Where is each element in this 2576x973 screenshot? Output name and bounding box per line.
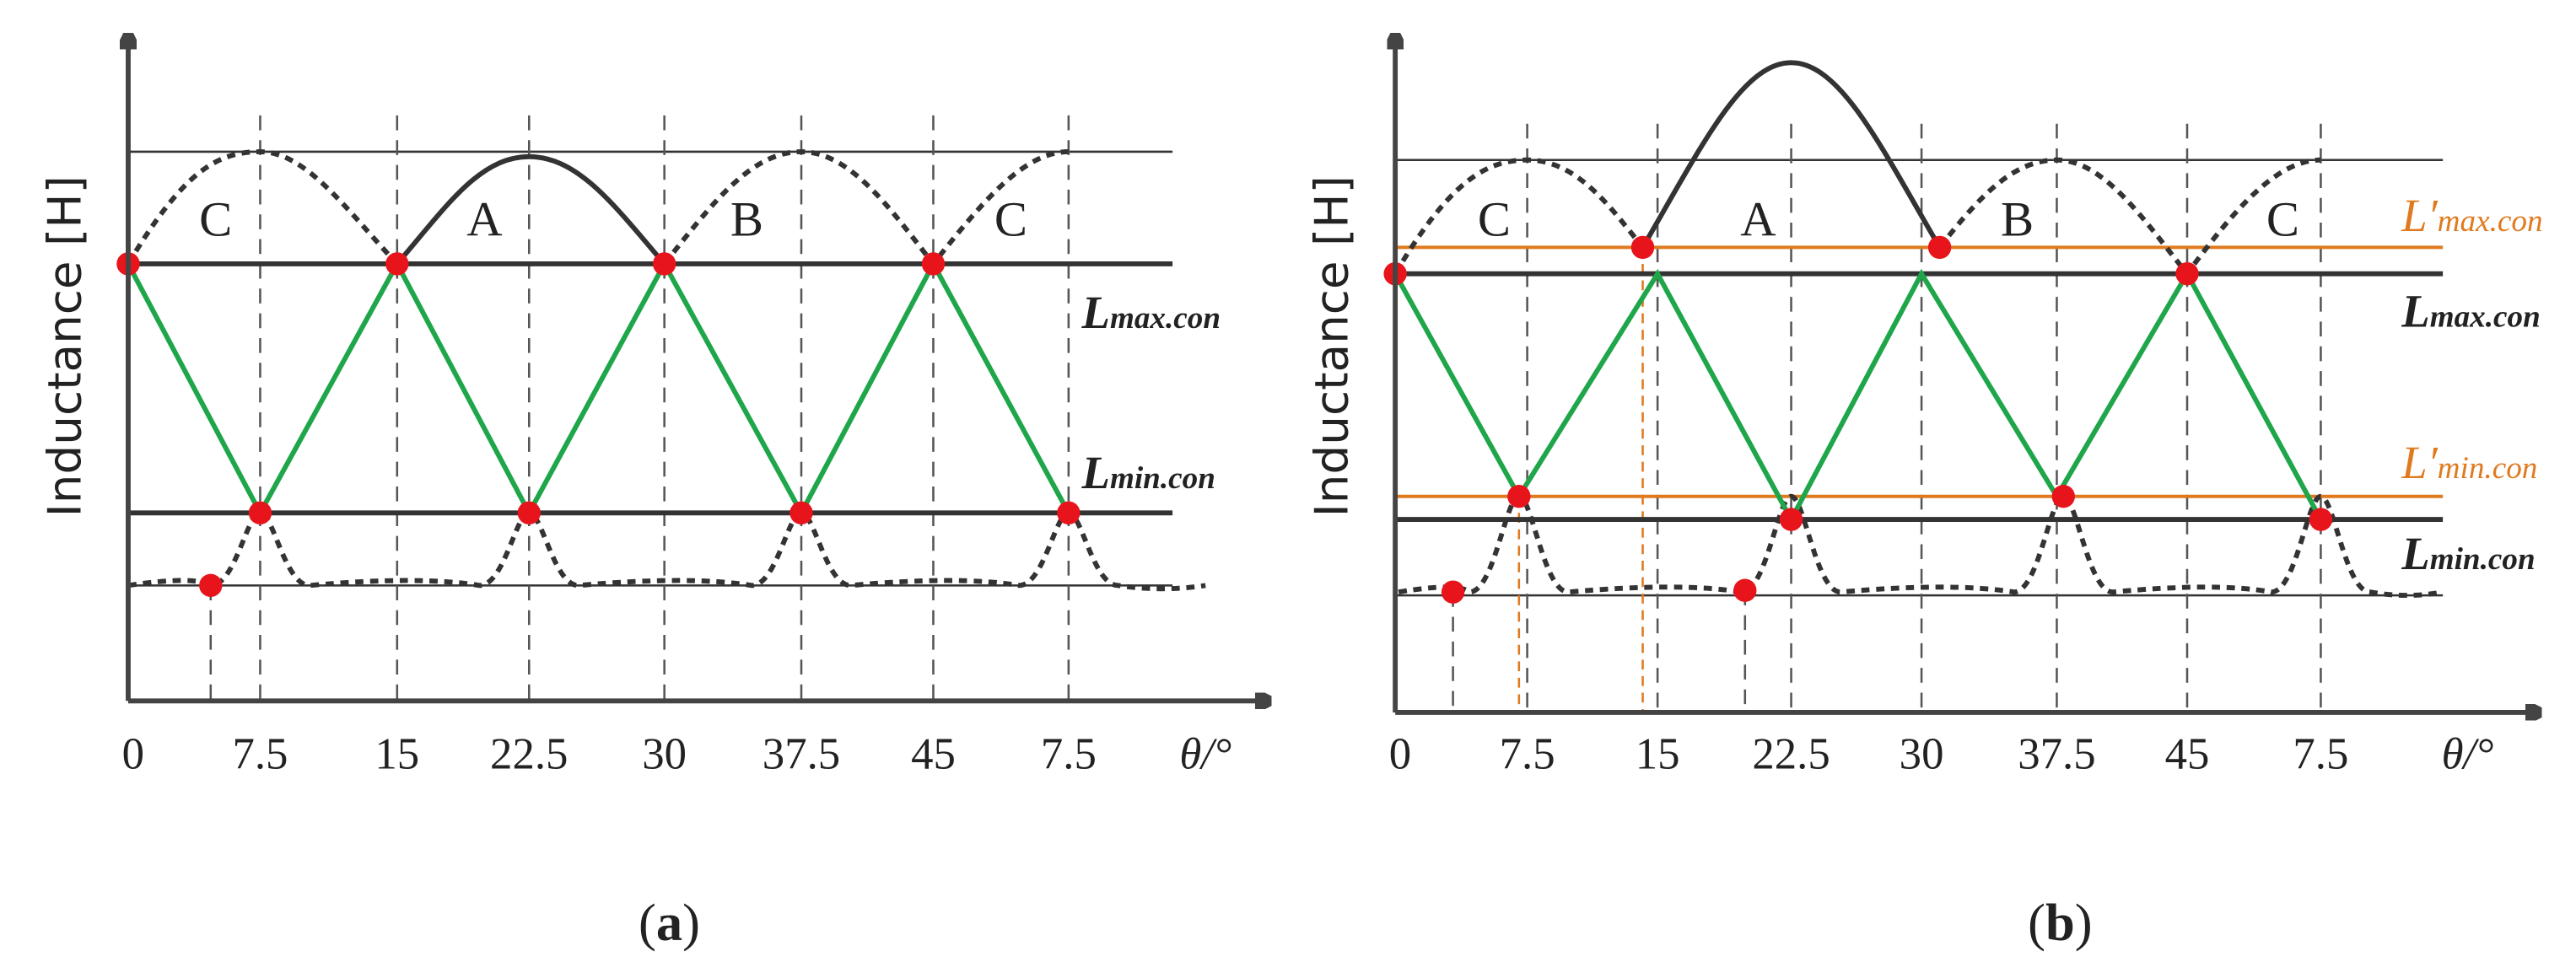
- phase-label: A: [466, 192, 502, 247]
- curve-a: [395, 153, 666, 266]
- points: [116, 252, 1081, 598]
- x-tick-label: 15: [1636, 729, 1680, 778]
- x-tick-label: 30: [1900, 729, 1944, 778]
- x-tick-label: 0: [1389, 729, 1411, 778]
- phase-label: B: [730, 192, 763, 247]
- x-tick-label: 37.5: [763, 729, 840, 778]
- zigzag: [126, 258, 1071, 519]
- x-tick-label: 22.5: [490, 729, 568, 778]
- x-tick-label: 15: [375, 729, 419, 778]
- l-min-label: Lmin.con: [1081, 447, 1215, 498]
- phase-label: C: [199, 192, 232, 247]
- curve: [1398, 493, 2444, 599]
- x-label: θ/°: [1179, 729, 1231, 778]
- orange-guides: [1517, 247, 1644, 712]
- x-label: θ/°: [2442, 729, 2494, 778]
- y-label: Inductance [H]: [37, 175, 91, 517]
- curve: [1393, 157, 2321, 278]
- phase-label: C: [2266, 192, 2299, 247]
- caption: (a): [639, 893, 700, 952]
- guides: [1452, 123, 2322, 712]
- phase-label: C: [994, 192, 1027, 247]
- l-min-prime-label: L′min.con: [2401, 437, 2537, 488]
- x-tick-label: 7.5: [1500, 729, 1555, 778]
- x-tick-label: 7.5: [1041, 729, 1097, 778]
- x-tick-label: 37.5: [2018, 729, 2095, 778]
- x-tick-label: 7.5: [232, 729, 288, 778]
- caption: (b): [2028, 893, 2093, 952]
- l-min-label: Lmin.con: [2401, 528, 2535, 579]
- l-max-label: Lmax.con: [1081, 287, 1221, 338]
- x-tick-label: 7.5: [2293, 729, 2348, 778]
- zigzag: [1393, 268, 2323, 525]
- panel-b: Inductance [H] 0 7.5 15 22.5 30 37.5 45 7.5 θ/°…: [1304, 41, 2543, 952]
- curve: [126, 149, 1069, 268]
- points: [1383, 235, 2333, 604]
- y-label: Inductance [H]: [1304, 175, 1358, 517]
- x-tick-label: 45: [911, 729, 956, 778]
- x-tick-label: 30: [642, 729, 687, 778]
- l-max-prime-label: L′max.con: [2401, 190, 2542, 241]
- guides: [209, 115, 1070, 702]
- panel-a: Inductance [H] 0 7.5 15 22.5 30 37.5 45 7.5 θ/°…: [37, 41, 1263, 952]
- curve-a: [1640, 60, 1943, 249]
- phase-label: C: [1478, 192, 1511, 247]
- phase-label: A: [1740, 192, 1776, 247]
- phase-label: B: [2001, 192, 2034, 247]
- l-max-label: Lmax.con: [2401, 285, 2541, 336]
- x-tick-label: 22.5: [1752, 729, 1830, 778]
- curve: [127, 510, 1206, 592]
- x-tick-label: 0: [122, 729, 144, 778]
- x-tick-label: 45: [2165, 729, 2210, 778]
